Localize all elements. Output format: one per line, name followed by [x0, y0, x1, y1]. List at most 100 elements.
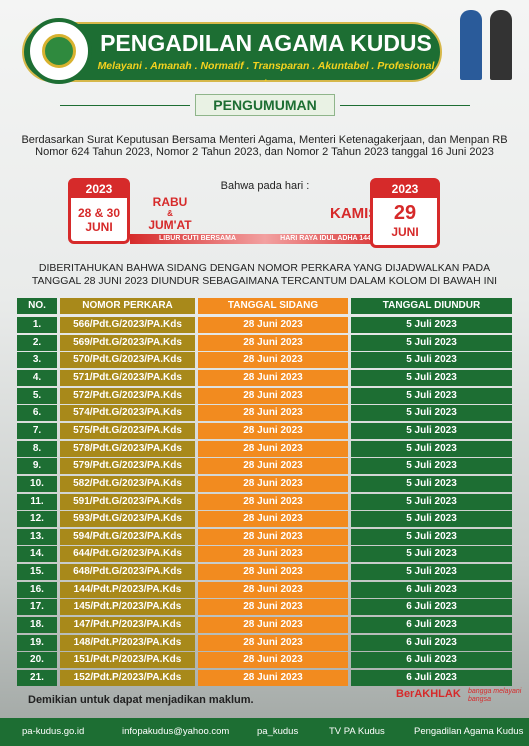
- cell: 5 Juli 2023: [351, 564, 512, 581]
- cell: 3.: [17, 352, 57, 369]
- day: KAMIS: [330, 205, 379, 222]
- cell: 28 Juni 2023: [198, 405, 348, 422]
- cell: 145/Pdt.P/2023/PA.Kds: [60, 599, 195, 616]
- amp: &: [167, 209, 173, 218]
- cell: 1.: [17, 317, 57, 333]
- footer-link[interactable]: pa-kudus.go.id: [22, 726, 85, 737]
- cell: 16.: [17, 581, 57, 598]
- header-title: PENGADILAN AGAMA KUDUS: [100, 30, 432, 56]
- cell: 5 Juli 2023: [351, 458, 512, 475]
- cell: 28 Juni 2023: [198, 634, 348, 651]
- cell: 571/Pdt.G/2023/PA.Kds: [60, 369, 195, 386]
- rule: [340, 105, 470, 106]
- logo-text: BerAKHLAK: [396, 688, 461, 700]
- cell: 28 Juni 2023: [198, 317, 348, 333]
- table-row: 15. 648/Pdt.G/2023/PA.Kds 28 Juni 2023 5 Ju…: [17, 564, 512, 581]
- cell: 6 Juli 2023: [351, 634, 512, 651]
- table-row: 1. 566/Pdt.G/2023/PA.Kds 28 Juni 2023 5 Jul…: [17, 317, 512, 333]
- closing: Demikian untuk dapat menjadikan maklum.: [28, 694, 254, 706]
- section-title: PENGUMUMAN: [195, 94, 335, 116]
- footer-link[interactable]: pa_kudus: [257, 726, 299, 737]
- banner: LIBUR CUTI BERSAMA: [130, 234, 265, 244]
- cell: 28 Juni 2023: [198, 352, 348, 369]
- cell: 20.: [17, 652, 57, 669]
- cell: 28 Juni 2023: [198, 617, 348, 634]
- mascot: [460, 10, 482, 80]
- cell: 5.: [17, 387, 57, 404]
- cell: 15.: [17, 564, 57, 581]
- logo-text: bangga melayani bangsa: [468, 688, 522, 703]
- table-row: 12. 593/Pdt.G/2023/PA.Kds 28 Juni 2023 5 Ju…: [17, 511, 512, 528]
- cell: 6 Juli 2023: [351, 581, 512, 598]
- cell: 5 Juli 2023: [351, 317, 512, 333]
- cell: 5 Juli 2023: [351, 493, 512, 510]
- cell: 10.: [17, 475, 57, 492]
- cell: 28 Juni 2023: [198, 581, 348, 598]
- cell: 9.: [17, 458, 57, 475]
- cell: 28 Juni 2023: [198, 334, 348, 351]
- table-row: 8. 578/Pdt.G/2023/PA.Kds 28 Juni 2023 5 Jul…: [17, 440, 512, 457]
- footer-link[interactable]: Pengadilan Agama Kudus: [414, 726, 524, 737]
- cell: 28 Juni 2023: [198, 440, 348, 457]
- cell: 5 Juli 2023: [351, 334, 512, 351]
- notice: DIBERITAHUKAN BAHWA SIDANG DENGAN NOMOR …: [31, 262, 498, 287]
- day: RABU: [152, 195, 188, 209]
- table-row: 7. 575/Pdt.G/2023/PA.Kds 28 Juni 2023 5 Jul…: [17, 422, 512, 439]
- cell: 5 Juli 2023: [351, 546, 512, 563]
- table-row: 16. 144/Pdt.P/2023/PA.Kds 28 Juni 2023 6 Ju…: [17, 581, 512, 598]
- cell: 19.: [17, 634, 57, 651]
- calendar: 2023 29 JUNI: [370, 178, 440, 248]
- cell: 18.: [17, 617, 57, 634]
- table-row: 14. 644/Pdt.G/2023/PA.Kds 28 Juni 2023 5 Ju…: [17, 546, 512, 563]
- logo: [26, 18, 92, 84]
- cell: 28 Juni 2023: [198, 475, 348, 492]
- cell: 6 Juli 2023: [351, 652, 512, 669]
- cell: TANGGAL SIDANG: [198, 298, 348, 314]
- cell: 644/Pdt.G/2023/PA.Kds: [60, 546, 195, 563]
- footer-link[interactable]: infopakudus@yahoo.com: [122, 726, 230, 737]
- cell: 6 Juli 2023: [351, 670, 512, 686]
- cell: 151/Pdt.P/2023/PA.Kds: [60, 652, 195, 669]
- date: 29: [393, 202, 417, 224]
- cell: 21.: [17, 670, 57, 686]
- cell: 28 Juni 2023: [198, 511, 348, 528]
- cell: 148/Pdt.P/2023/PA.Kds: [60, 634, 195, 651]
- cell: 28 Juni 2023: [198, 493, 348, 510]
- cell: 7.: [17, 422, 57, 439]
- cell: 17.: [17, 599, 57, 616]
- cell: 28 Juni 2023: [198, 652, 348, 669]
- cell: 5 Juli 2023: [351, 352, 512, 369]
- table-row: 13. 594/Pdt.G/2023/PA.Kds 28 Juni 2023 5 Ju…: [17, 528, 512, 545]
- footer-link[interactable]: TV PA Kudus: [329, 726, 385, 737]
- year: 2023: [71, 181, 127, 198]
- cell: 575/Pdt.G/2023/PA.Kds: [60, 422, 195, 439]
- cell: 2.: [17, 334, 57, 351]
- table-row: 20. 151/Pdt.P/2023/PA.Kds 28 Juni 2023 6 Ju…: [17, 652, 512, 669]
- cell: 28 Juni 2023: [198, 422, 348, 439]
- cell: 5 Juli 2023: [351, 440, 512, 457]
- day: JUM'AT: [148, 218, 192, 232]
- cell: 5 Juli 2023: [351, 475, 512, 492]
- cell: 12.: [17, 511, 57, 528]
- cell: 28 Juni 2023: [198, 458, 348, 475]
- cell: 5 Juli 2023: [351, 422, 512, 439]
- year: 2023: [373, 181, 437, 198]
- intro: Berdasarkan Surat Keputusan Bersama Ment…: [21, 134, 508, 158]
- cell: 5 Juli 2023: [351, 511, 512, 528]
- table-row: 10. 582/Pdt.G/2023/PA.Kds 28 Juni 2023 5 Ju…: [17, 475, 512, 492]
- mascot: [490, 10, 512, 80]
- table-row: 4. 571/Pdt.G/2023/PA.Kds 28 Juni 2023 5 Jul…: [17, 369, 512, 386]
- cell: 570/Pdt.G/2023/PA.Kds: [60, 352, 195, 369]
- table-row: 6. 574/Pdt.G/2023/PA.Kds 28 Juni 2023 5 Jul…: [17, 405, 512, 422]
- rule: [60, 105, 190, 106]
- header-band: [22, 22, 442, 82]
- cell: 147/Pdt.P/2023/PA.Kds: [60, 617, 195, 634]
- cell: 4.: [17, 369, 57, 386]
- tagline: Melayani . Amanah . Normatif . Transpara…: [97, 60, 435, 84]
- cell: 6.: [17, 405, 57, 422]
- cell: 572/Pdt.G/2023/PA.Kds: [60, 387, 195, 404]
- cell: 152/Pdt.P/2023/PA.Kds: [60, 670, 195, 686]
- cell: NOMOR PERKARA: [60, 298, 195, 314]
- table-row: 17. 145/Pdt.P/2023/PA.Kds 28 Juni 2023 6 Ju…: [17, 599, 512, 616]
- cell: 28 Juni 2023: [198, 528, 348, 545]
